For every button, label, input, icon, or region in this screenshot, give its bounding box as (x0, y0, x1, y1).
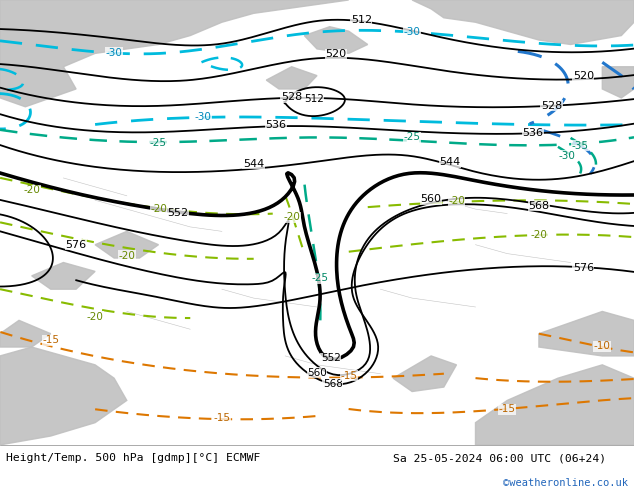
Text: ©weatheronline.co.uk: ©weatheronline.co.uk (503, 478, 628, 488)
Text: -15: -15 (42, 335, 59, 345)
Polygon shape (0, 320, 51, 347)
Text: 512: 512 (351, 15, 372, 25)
Polygon shape (0, 0, 349, 107)
Text: -30: -30 (404, 27, 420, 37)
Polygon shape (0, 347, 127, 445)
Text: 560: 560 (420, 195, 442, 204)
Text: 576: 576 (65, 240, 87, 250)
Text: -15: -15 (214, 413, 230, 423)
Text: -15: -15 (499, 404, 515, 415)
Polygon shape (539, 312, 634, 356)
Text: -30: -30 (195, 112, 211, 122)
Polygon shape (304, 26, 368, 53)
Text: 560: 560 (307, 368, 327, 378)
Polygon shape (412, 0, 634, 45)
Text: 528: 528 (281, 92, 302, 102)
Text: 512: 512 (304, 94, 324, 104)
Text: 536: 536 (265, 120, 287, 129)
Text: 576: 576 (573, 263, 594, 273)
Text: -25: -25 (404, 132, 420, 142)
Text: 528: 528 (541, 101, 562, 111)
Text: -10: -10 (594, 341, 611, 351)
Polygon shape (476, 365, 634, 445)
Text: -20: -20 (283, 212, 300, 222)
Text: 544: 544 (243, 159, 264, 169)
Text: 520: 520 (573, 71, 594, 81)
Text: 520: 520 (325, 49, 347, 59)
Text: -20: -20 (87, 312, 103, 322)
Text: -25: -25 (150, 138, 167, 148)
Text: -15: -15 (340, 371, 357, 381)
Text: -20: -20 (531, 230, 547, 240)
Polygon shape (393, 356, 456, 392)
Text: -20: -20 (119, 251, 135, 261)
Text: -20: -20 (150, 204, 167, 214)
Polygon shape (95, 231, 158, 258)
Text: -35: -35 (572, 141, 588, 151)
Text: 552: 552 (167, 208, 188, 218)
Polygon shape (266, 67, 317, 89)
Polygon shape (32, 263, 95, 289)
Text: 552: 552 (321, 353, 341, 363)
Text: 536: 536 (522, 127, 543, 138)
Text: 544: 544 (439, 157, 461, 168)
Text: 568: 568 (323, 378, 343, 389)
Text: 568: 568 (528, 200, 550, 211)
Text: Sa 25-05-2024 06:00 UTC (06+24): Sa 25-05-2024 06:00 UTC (06+24) (393, 453, 606, 464)
Text: -20: -20 (23, 185, 40, 196)
Text: -25: -25 (312, 273, 328, 283)
Text: Height/Temp. 500 hPa [gdmp][°C] ECMWF: Height/Temp. 500 hPa [gdmp][°C] ECMWF (6, 453, 261, 464)
Polygon shape (602, 67, 634, 98)
Text: -20: -20 (448, 196, 465, 206)
Text: -30: -30 (559, 151, 576, 161)
Text: -30: -30 (106, 48, 122, 57)
